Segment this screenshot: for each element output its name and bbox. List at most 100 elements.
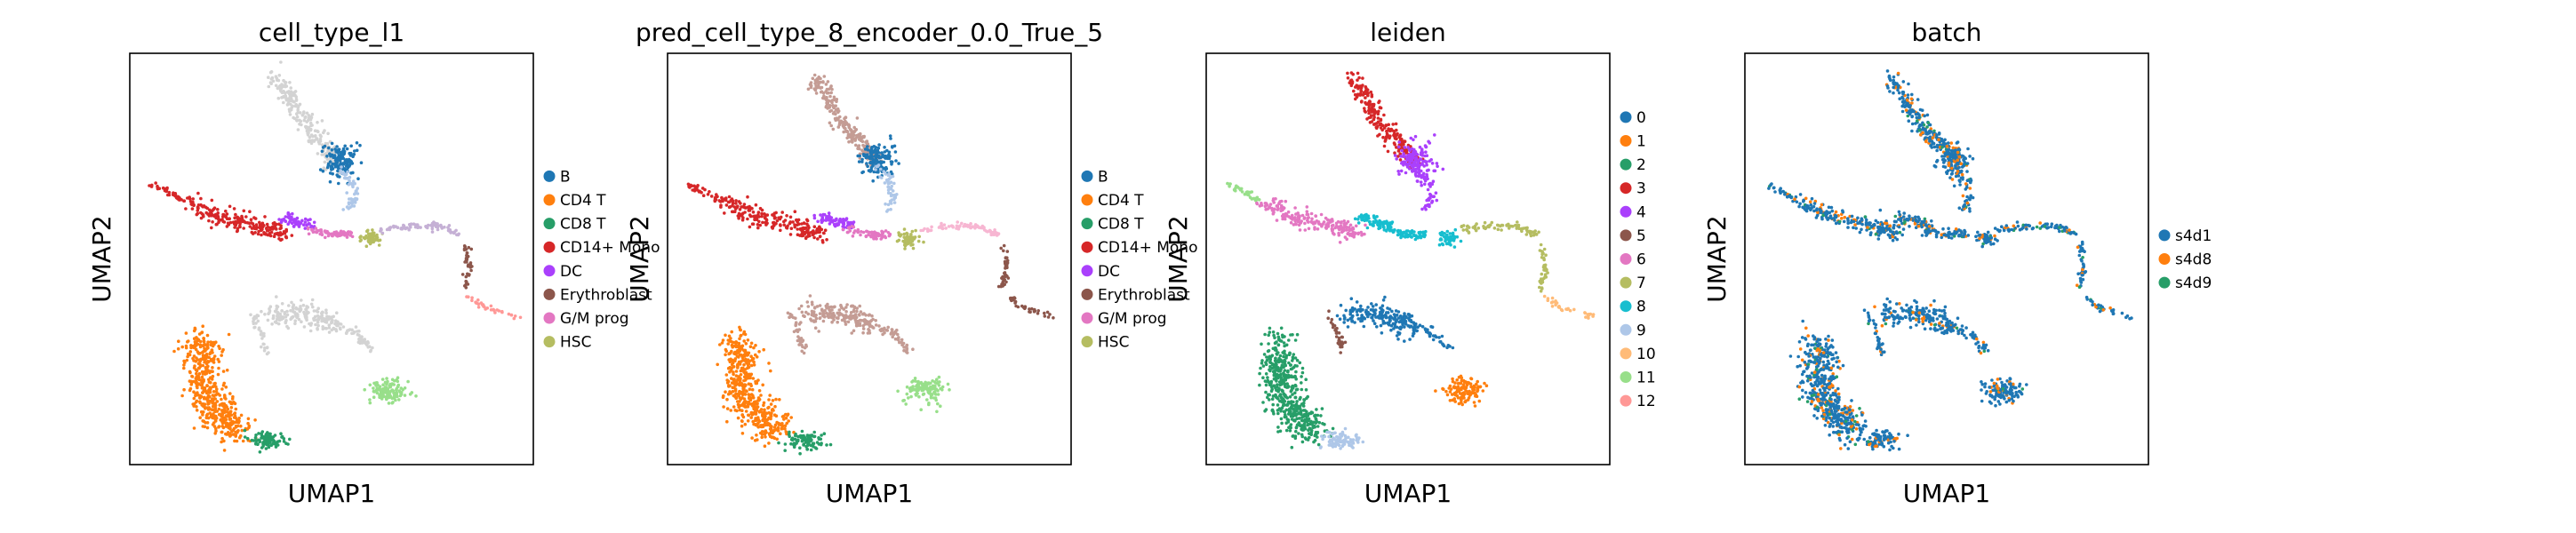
data-point bbox=[188, 370, 192, 374]
data-point bbox=[973, 226, 977, 230]
data-point bbox=[761, 220, 764, 225]
data-point bbox=[723, 211, 726, 215]
data-point bbox=[316, 129, 319, 133]
data-point bbox=[211, 385, 215, 389]
data-point bbox=[752, 360, 756, 364]
data-point bbox=[734, 202, 738, 205]
data-point bbox=[944, 227, 948, 230]
data-point bbox=[351, 179, 356, 183]
data-point bbox=[325, 165, 330, 170]
data-point bbox=[948, 388, 951, 392]
data-point bbox=[228, 204, 232, 209]
data-point bbox=[1303, 228, 1308, 232]
data-point bbox=[359, 235, 363, 238]
data-point bbox=[833, 116, 837, 121]
data-point bbox=[290, 215, 293, 219]
data-point bbox=[1382, 220, 1387, 224]
data-point bbox=[345, 235, 349, 239]
data-point bbox=[814, 80, 819, 84]
data-point bbox=[749, 363, 754, 368]
data-point bbox=[464, 282, 468, 287]
data-point bbox=[864, 235, 868, 239]
data-point bbox=[253, 217, 258, 220]
data-point bbox=[352, 152, 356, 156]
data-point bbox=[922, 388, 925, 392]
data-point bbox=[198, 416, 202, 420]
data-point bbox=[940, 387, 944, 392]
data-point bbox=[855, 309, 859, 314]
data-point bbox=[802, 314, 805, 318]
data-point bbox=[793, 210, 797, 213]
data-point bbox=[1372, 111, 1377, 115]
data-point bbox=[220, 397, 223, 402]
data-point bbox=[1252, 196, 1256, 201]
data-point bbox=[934, 398, 938, 402]
data-point bbox=[829, 123, 833, 128]
data-point bbox=[799, 227, 803, 232]
data-point bbox=[1363, 232, 1366, 236]
data-point bbox=[221, 215, 225, 219]
data-point bbox=[889, 332, 893, 336]
data-point bbox=[746, 338, 750, 342]
data-point bbox=[858, 314, 861, 317]
data-point bbox=[697, 190, 701, 194]
data-point bbox=[830, 100, 834, 105]
data-point bbox=[364, 244, 369, 249]
data-point bbox=[798, 338, 803, 341]
data-point bbox=[1372, 224, 1375, 227]
data-point bbox=[1428, 193, 1433, 197]
data-point bbox=[252, 320, 255, 323]
data-point bbox=[736, 400, 740, 403]
data-point bbox=[1430, 199, 1435, 203]
data-point bbox=[205, 333, 210, 338]
data-point bbox=[320, 149, 324, 154]
data-point bbox=[368, 383, 372, 387]
data-point bbox=[199, 196, 203, 201]
data-point bbox=[1541, 256, 1546, 260]
data-point bbox=[1413, 153, 1417, 156]
legend-label: CD8 T bbox=[1098, 216, 1144, 234]
data-point bbox=[200, 380, 204, 384]
data-point bbox=[822, 75, 827, 78]
data-point bbox=[806, 312, 811, 316]
data-point bbox=[467, 245, 471, 250]
data-point bbox=[320, 311, 324, 315]
data-point bbox=[392, 225, 396, 229]
data-point bbox=[754, 417, 757, 420]
data-point bbox=[518, 315, 523, 320]
data-point bbox=[380, 231, 385, 235]
data-point bbox=[727, 334, 732, 338]
data-point bbox=[1372, 107, 1376, 112]
data-point bbox=[213, 410, 217, 414]
data-point bbox=[1294, 222, 1298, 226]
data-point bbox=[275, 295, 278, 298]
data-point bbox=[870, 230, 874, 235]
data-point bbox=[198, 400, 202, 404]
data-point bbox=[329, 165, 333, 170]
data-point bbox=[831, 127, 836, 131]
data-point bbox=[739, 373, 743, 377]
data-point bbox=[350, 162, 355, 165]
data-point bbox=[739, 328, 742, 332]
data-point bbox=[201, 205, 205, 209]
data-point bbox=[1549, 300, 1554, 305]
data-point bbox=[277, 234, 281, 237]
data-point bbox=[1532, 232, 1536, 235]
data-point bbox=[220, 430, 223, 434]
data-point bbox=[1033, 309, 1037, 313]
data-point bbox=[696, 184, 700, 187]
data-point bbox=[164, 188, 167, 193]
data-point bbox=[1496, 227, 1500, 232]
data-point bbox=[821, 231, 826, 235]
data-point bbox=[197, 378, 202, 382]
data-point bbox=[874, 235, 878, 238]
data-point bbox=[260, 345, 263, 349]
data-point bbox=[359, 338, 364, 341]
data-point bbox=[1346, 219, 1350, 224]
data-point bbox=[296, 110, 300, 115]
data-point bbox=[841, 225, 844, 228]
data-point bbox=[296, 128, 300, 131]
data-point bbox=[754, 411, 758, 415]
data-point bbox=[876, 151, 881, 155]
data-point bbox=[273, 434, 277, 437]
